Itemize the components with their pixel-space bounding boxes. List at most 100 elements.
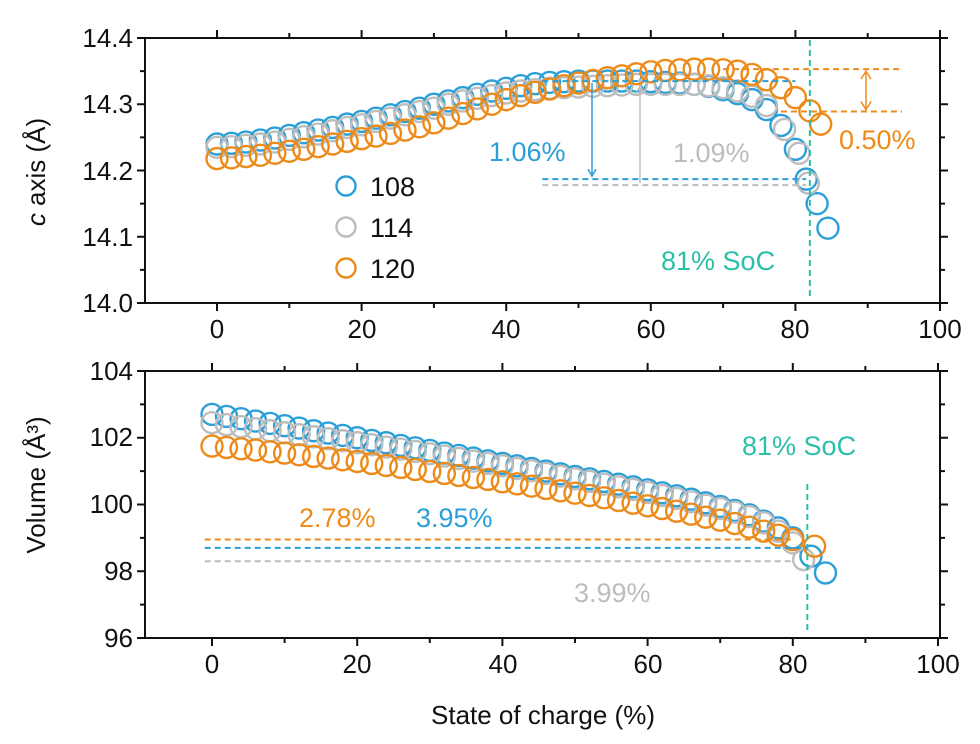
bottom-y-axis-title: Volume (Å³): [21, 416, 51, 553]
volume-point-120: [418, 459, 442, 484]
volume-point-120: [781, 527, 805, 552]
c-axis-point-120: [205, 146, 229, 171]
top-x-tick-label: 80: [781, 314, 810, 344]
annotation-1.09: 1.09%: [673, 138, 750, 168]
annotation-81-soc-top: 81% SoC: [661, 246, 775, 276]
c-axis-point-120: [668, 58, 692, 82]
top-y-tick-label: 14.3: [82, 89, 133, 119]
top-y-axis-title: c axis (Å): [21, 118, 51, 226]
volume-point-120: [802, 534, 827, 558]
c-axis-point-120: [566, 71, 591, 95]
top-ticks: [137, 30, 948, 311]
volume-point-120: [606, 488, 631, 513]
x-axis-title: State of charge (%): [431, 700, 655, 730]
volume-point-120: [766, 523, 790, 547]
volume-point-120: [505, 472, 529, 496]
legend-marker-108: [335, 175, 357, 197]
c-axis-point-120: [465, 97, 489, 121]
volume-point-114: [490, 454, 515, 478]
bottom-y-tick-label: 96: [104, 623, 133, 653]
c-axis-point-114: [364, 109, 388, 134]
volume-point-120: [534, 476, 558, 501]
top-y-tick-label: 14.0: [82, 288, 133, 318]
volume-point-120: [737, 515, 761, 539]
c-axis-point-120: [277, 139, 301, 163]
volume-point-120: [447, 463, 471, 488]
c-axis-point-120: [740, 62, 764, 87]
c-axis-point-120: [537, 77, 562, 101]
c-axis-point-120: [422, 111, 446, 135]
annotation-3.99: 3.99%: [574, 578, 651, 608]
c-axis-point-120: [335, 129, 359, 154]
top-x-tick-label: 60: [637, 314, 666, 344]
c-axis-point-114: [711, 75, 735, 100]
c-axis-point-114: [696, 73, 721, 98]
volume-point-120: [229, 437, 253, 461]
c-axis-point-120: [610, 64, 634, 88]
top-x-tick-label: 20: [348, 314, 377, 344]
bottom-series-layer: [200, 402, 838, 585]
c-axis-point-108: [805, 191, 829, 216]
volume-point-120: [330, 448, 355, 472]
c-axis-point-120: [494, 87, 518, 112]
volume-point-114: [432, 444, 457, 468]
annotation-3.95: 3.95%: [416, 503, 493, 533]
volume-point-120: [752, 519, 776, 543]
volume-point-114: [461, 449, 486, 473]
bottom-y-tick-label: 104: [90, 356, 133, 386]
volume-point-114: [577, 469, 602, 494]
volume-point-120: [214, 435, 239, 460]
volume-point-114: [301, 425, 326, 449]
top-y-tick-label: 14.2: [82, 156, 133, 186]
c-axis-point-120: [809, 112, 833, 136]
c-axis-point-108: [523, 72, 547, 96]
volume-point-120: [403, 457, 427, 482]
bottom-ticks: [137, 363, 948, 646]
volume-point-114: [316, 427, 340, 451]
volume-point-108: [316, 421, 340, 445]
volume-point-120: [548, 479, 573, 503]
bottom-x-tick-label: 0: [205, 649, 219, 679]
c-axis-point-120: [219, 146, 244, 170]
volume-point-120: [693, 505, 718, 529]
c-axis-point-114: [335, 115, 359, 140]
volume-point-120: [650, 496, 674, 521]
top-x-tick-label: 40: [492, 314, 521, 344]
bottom-x-tick-label: 60: [634, 649, 663, 679]
bottom-y-tick-label: 102: [90, 422, 133, 452]
volume-point-120: [461, 465, 486, 490]
volume-point-114: [519, 459, 544, 483]
gray-arrow-head: [635, 84, 645, 94]
volume-point-120: [258, 440, 282, 464]
volume-point-114: [200, 411, 224, 435]
c-axis-point-120: [552, 73, 576, 98]
c-axis-point-114: [653, 72, 677, 97]
c-axis-point-120: [451, 101, 475, 126]
c-axis-point-114: [754, 93, 779, 118]
c-axis-point-120: [523, 80, 547, 105]
c-axis-point-108: [508, 73, 533, 98]
volume-point-120: [519, 474, 544, 498]
c-axis-point-120: [349, 126, 374, 151]
top-y-tick-labels: 14.4 14.3 14.2 14.1 14.0: [82, 23, 133, 318]
bottom-y-tick-labels: 104 102 100 98 96: [90, 356, 133, 653]
c-axis-point-120: [480, 92, 504, 116]
legend-label-108: 108: [370, 172, 415, 202]
c-axis-point-120: [393, 118, 417, 142]
top-y-tick-label: 14.1: [82, 222, 133, 252]
c-axis-point-120: [378, 121, 403, 146]
c-axis-point-108: [769, 113, 793, 138]
volume-point-120: [345, 449, 369, 474]
volume-point-114: [621, 477, 645, 502]
bottom-y-tick-label: 100: [90, 489, 133, 519]
c-axis-point-114: [796, 171, 821, 195]
bottom-x-tick-labels: 0 20 40 60 80 100: [205, 649, 960, 679]
c-axis-point-120: [682, 57, 706, 81]
c-axis-point-114: [378, 106, 403, 130]
annotation-81-soc-bottom: 81% SoC: [742, 431, 856, 461]
volume-point-114: [345, 431, 369, 455]
top-y-axis-title-rest: axis (Å): [21, 118, 51, 213]
bottom-x-tick-label: 80: [779, 649, 808, 679]
annotation-0.50: 0.50%: [839, 125, 916, 155]
volume-point-120: [621, 491, 645, 515]
